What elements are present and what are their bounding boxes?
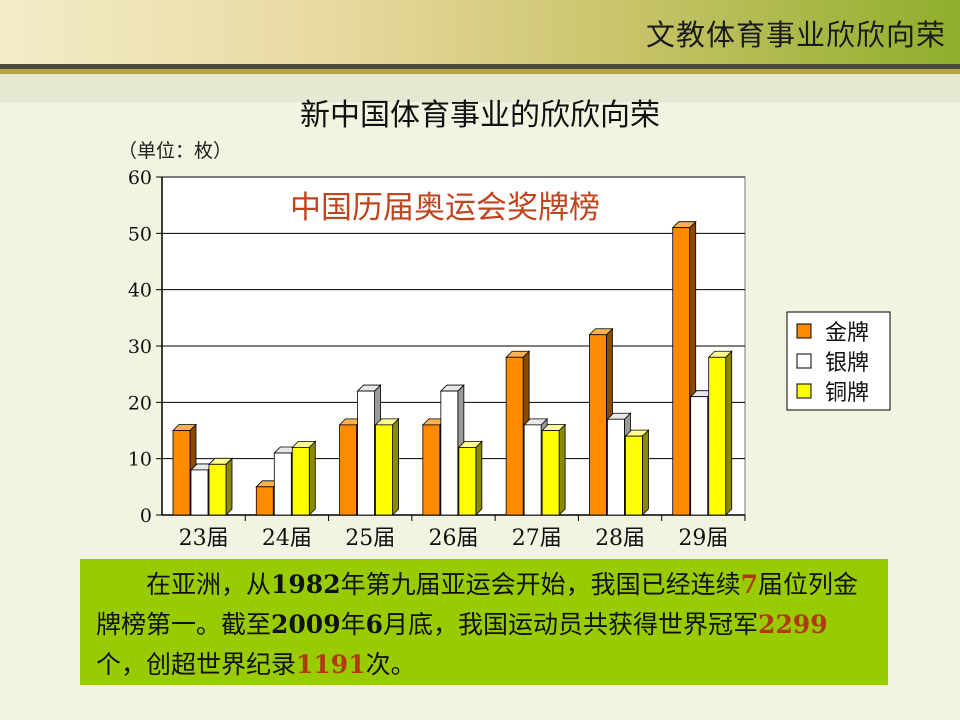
summary-text-2: 年第九届亚运会开始，我国已经连续 xyxy=(340,570,741,599)
bar-side xyxy=(725,350,733,516)
header-band xyxy=(0,0,960,64)
bar-银牌 xyxy=(190,469,209,516)
x-tick-label: 23届 xyxy=(179,526,229,551)
bar-金牌 xyxy=(339,424,357,516)
bar-金牌 xyxy=(255,486,274,516)
medal-chart: 0 10 20 30 40 50 60 中国历届奥运会奖牌榜 23届 24届 25届 26届 27届 28… xyxy=(128,167,891,551)
summary-number-streak: 7 xyxy=(740,570,759,599)
x-tick-label: 29届 xyxy=(678,526,728,551)
bar-side xyxy=(475,440,483,516)
legend-label: 金牌 xyxy=(825,321,869,346)
summary-text-5: 月底，我国运动员共获得世界冠军 xyxy=(383,610,759,639)
y-tick-label: 40 xyxy=(128,280,152,302)
bar-铜牌 xyxy=(208,463,227,516)
header-shadow-band xyxy=(0,74,960,102)
summary-text-3: 届位列金牌榜第一。截至 xyxy=(96,570,859,639)
chart-title: 中国历届奥运会奖牌榜 xyxy=(290,190,600,226)
bar-银牌 xyxy=(523,424,542,516)
x-tick-label: 24届 xyxy=(262,526,312,551)
bar-铜牌 xyxy=(375,424,393,516)
legend-swatch xyxy=(796,383,812,399)
bar-铜牌 xyxy=(541,430,560,516)
header-divider-accent xyxy=(0,69,960,74)
y-tick-label: 50 xyxy=(128,223,152,245)
summary-number-records: 1191 xyxy=(296,650,366,679)
legend-label: 银牌 xyxy=(825,351,869,376)
bar-铜牌 xyxy=(291,446,310,516)
x-tick-label: 28届 xyxy=(595,526,645,551)
slide-title: 新中国体育事业的欣欣向荣 xyxy=(300,98,660,133)
summary-textbox: 在亚洲，从1982年第九届亚运会开始，我国已经连续7届位列金牌榜第一。截至200… xyxy=(80,559,888,685)
legend-swatch xyxy=(796,353,812,369)
y-tick-label: 10 xyxy=(128,449,152,471)
x-tick-label: 25届 xyxy=(345,526,395,551)
bar-金牌 xyxy=(172,430,191,516)
summary-text-7: 次。 xyxy=(365,650,416,679)
bar-银牌 xyxy=(357,390,375,516)
bar-side xyxy=(225,457,233,516)
legend-label: 铜牌 xyxy=(825,381,869,406)
y-tick-label: 20 xyxy=(128,392,152,414)
bar-银牌 xyxy=(273,452,292,516)
bar-铜牌 xyxy=(625,435,643,516)
summary-text-1: 在亚洲，从 xyxy=(146,570,272,599)
bar-side xyxy=(392,417,399,516)
bar-银牌 xyxy=(440,390,459,516)
summary-text-4: 年 xyxy=(340,610,366,639)
header-title: 文教体育事业欣欣向荣 xyxy=(645,18,946,52)
summary-number-month: 6 xyxy=(365,610,384,639)
summary-number-year2: 2009 xyxy=(271,610,341,639)
x-tick-label: 26届 xyxy=(429,526,479,551)
bar-铜牌 xyxy=(708,356,727,516)
bar-side xyxy=(558,423,566,516)
bar-金牌 xyxy=(589,334,607,516)
bar-金牌 xyxy=(422,424,441,516)
bar-side xyxy=(308,440,316,516)
bar-银牌 xyxy=(607,418,625,516)
summary-number-champions: 2299 xyxy=(758,610,828,639)
x-tick-label: 27届 xyxy=(512,526,562,551)
summary-number-year: 1982 xyxy=(271,570,341,599)
y-tick-label: 60 xyxy=(128,167,152,189)
bar-金牌 xyxy=(672,227,691,516)
unit-note: （单位：枚） xyxy=(118,140,233,162)
bar-铜牌 xyxy=(458,446,477,516)
bar-金牌 xyxy=(505,356,524,516)
summary-text-6: 个，创超世界纪录 xyxy=(96,650,297,679)
y-tick-label: 30 xyxy=(128,336,152,358)
y-tick-label: 0 xyxy=(140,505,152,527)
legend-swatch xyxy=(796,323,812,339)
bar-side xyxy=(642,429,649,516)
header-divider xyxy=(0,64,960,69)
bar-银牌 xyxy=(690,396,709,516)
